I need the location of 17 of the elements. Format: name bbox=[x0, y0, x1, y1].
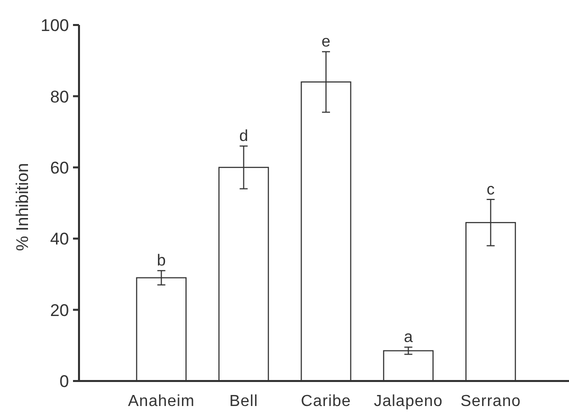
y-tick-label: 20 bbox=[50, 300, 69, 320]
x-tick-label: Caribe bbox=[300, 393, 352, 410]
y-axis-title: % Inhibition bbox=[13, 163, 32, 251]
x-tick-label: Serrano bbox=[460, 393, 521, 410]
x-tick-label: Bell bbox=[229, 393, 258, 410]
y-tick-label: 60 bbox=[50, 158, 69, 178]
annotation: a bbox=[404, 329, 413, 346]
y-tick-label: 100 bbox=[40, 16, 69, 36]
annotation: d bbox=[239, 128, 248, 146]
y-tick-label: 0 bbox=[60, 372, 69, 392]
x-tick-label: Anaheim bbox=[128, 393, 195, 410]
y-tick-label: 40 bbox=[50, 230, 69, 249]
x-tick-label: Jalapeno bbox=[374, 393, 443, 410]
y-tick-label: 80 bbox=[50, 87, 69, 106]
annotation: e bbox=[322, 34, 331, 51]
annotation: c bbox=[486, 181, 495, 198]
annotation: b bbox=[156, 252, 166, 270]
